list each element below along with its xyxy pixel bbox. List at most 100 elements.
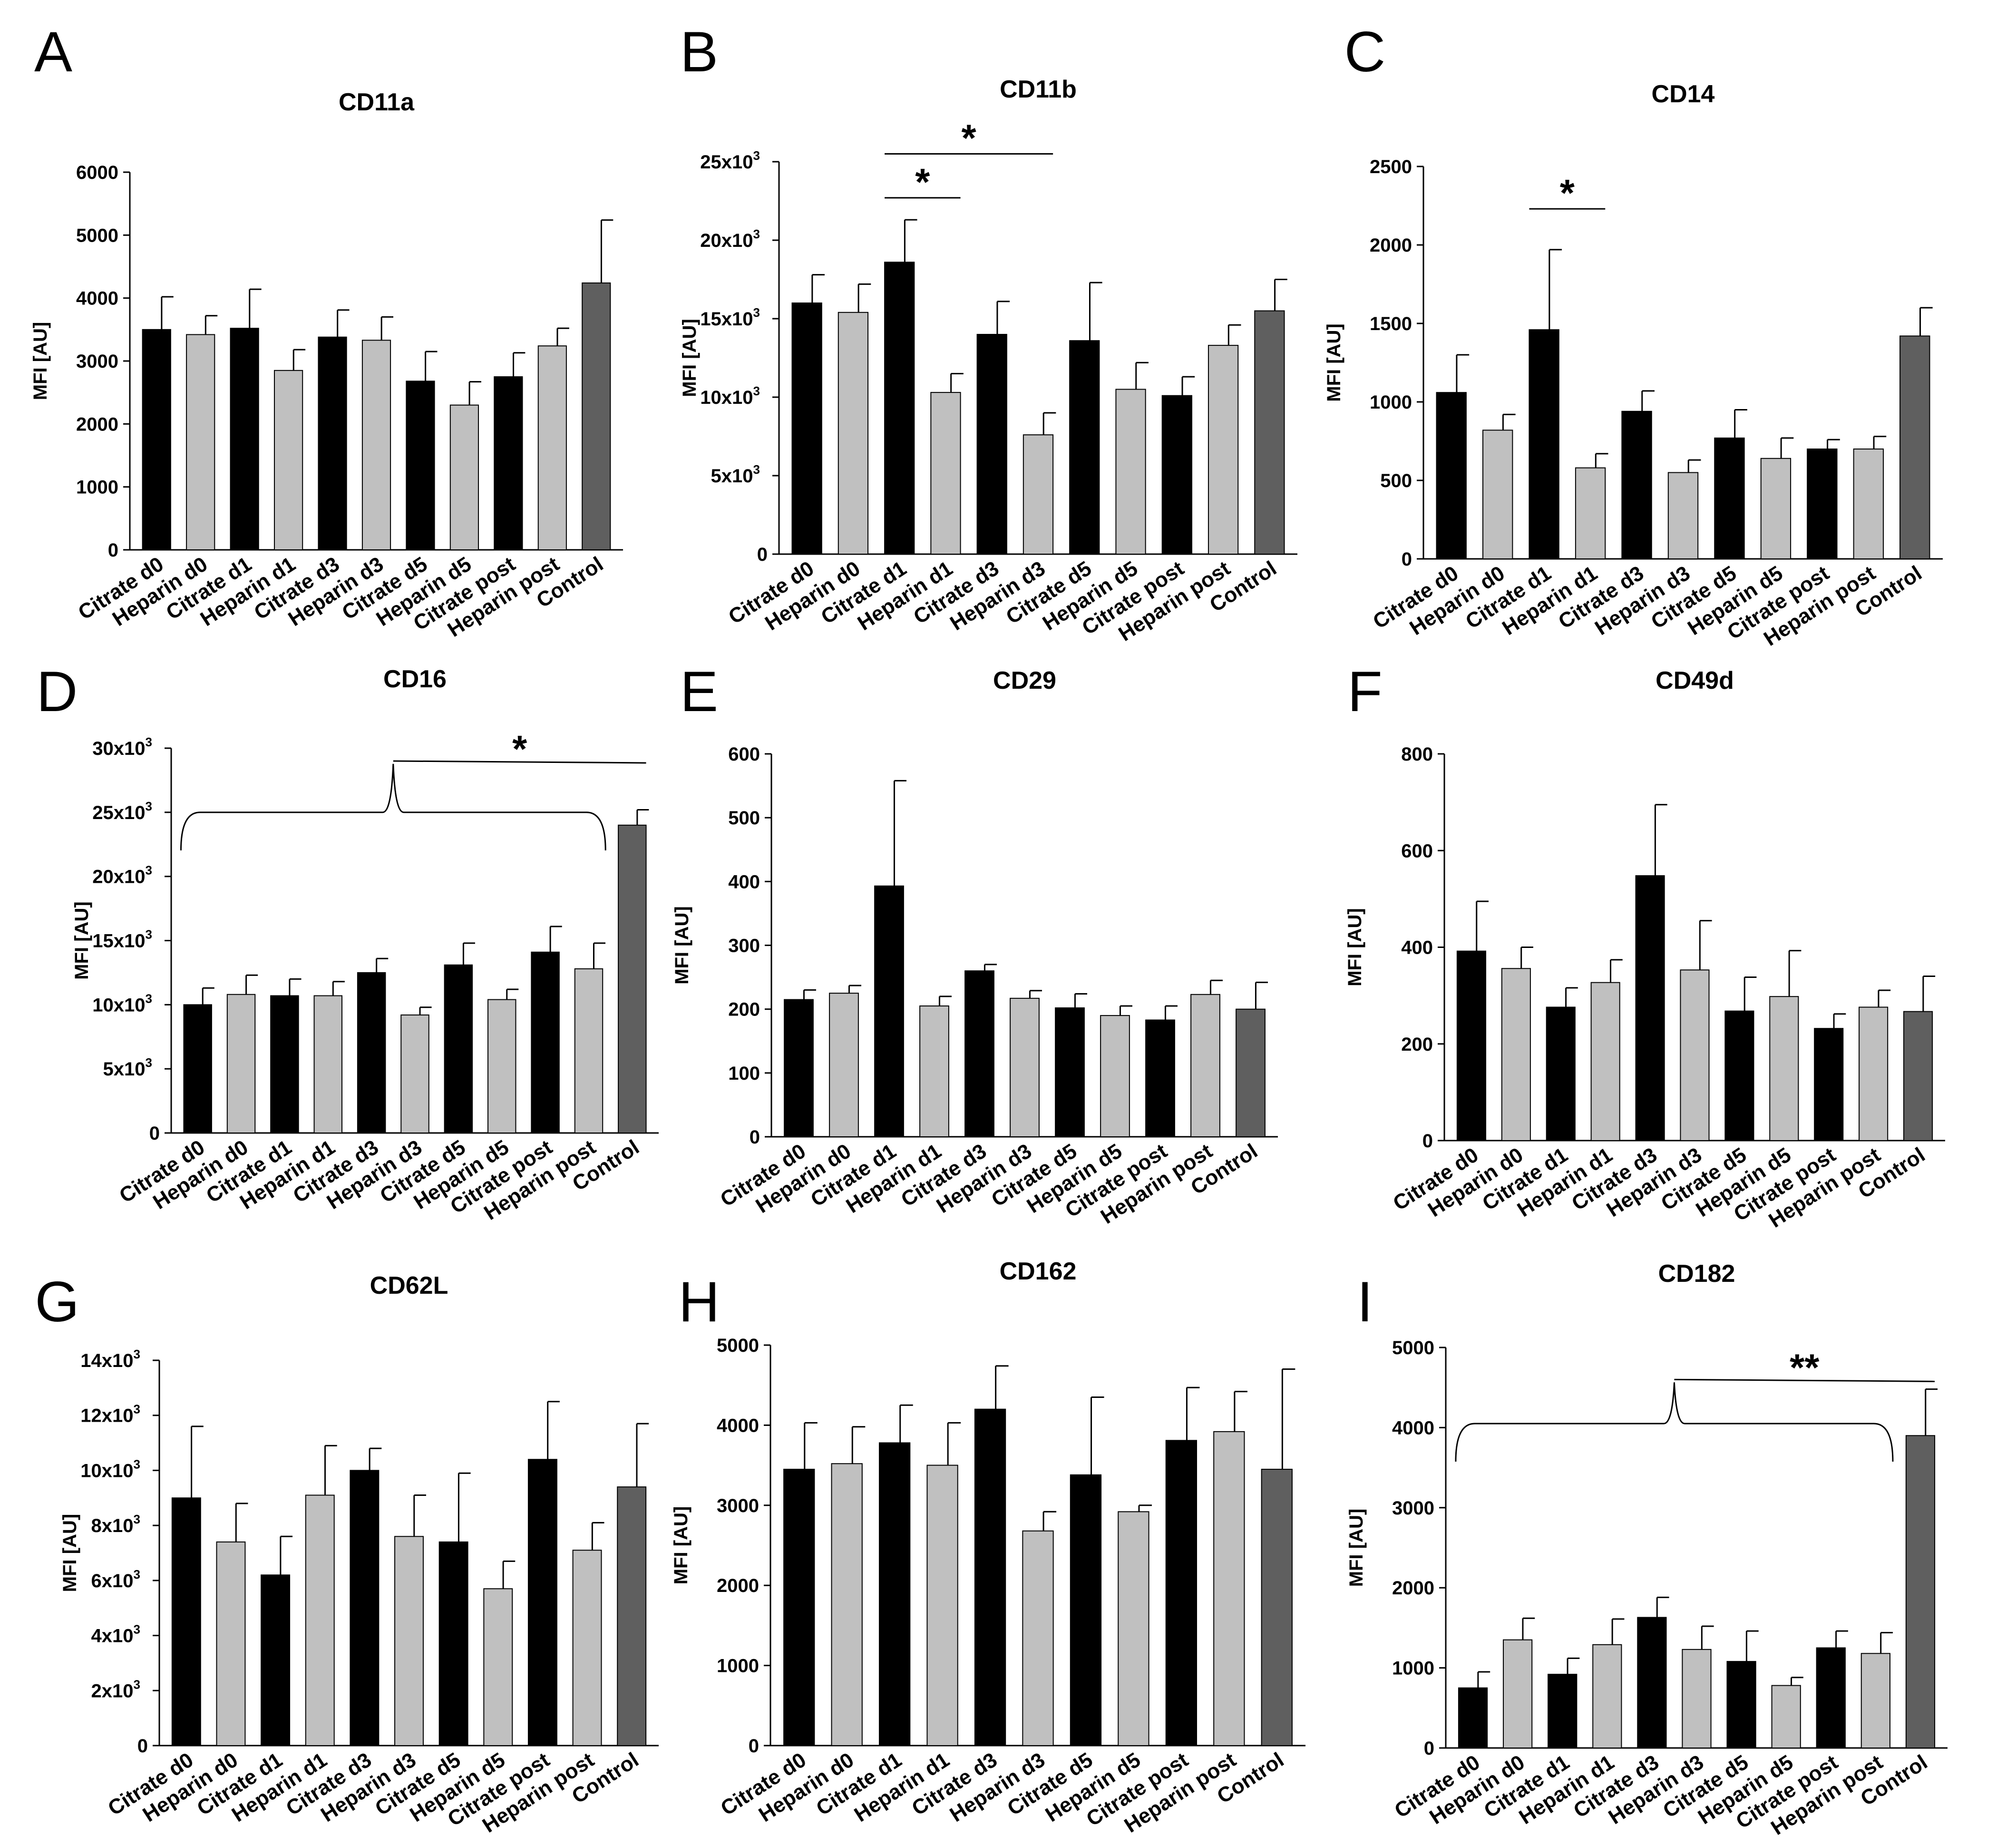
bar-heparin-d5 bbox=[483, 1588, 513, 1747]
bar-heparin-d5 bbox=[1118, 1511, 1149, 1746]
y-tick-label: 6x103 bbox=[91, 1567, 140, 1591]
y-tick-exponent: 3 bbox=[134, 1402, 140, 1416]
bar-citrate-d0 bbox=[183, 1004, 212, 1133]
bar-citrate-d3 bbox=[357, 972, 386, 1133]
bar-heparin-d0 bbox=[226, 994, 256, 1133]
y-axis-label: MFI [AU] bbox=[679, 319, 700, 397]
y-tick-label: 5000 bbox=[1392, 1337, 1434, 1358]
y-tick-label: 10x103 bbox=[80, 1457, 140, 1481]
bar-heparin-d3 bbox=[1023, 434, 1054, 555]
bar-citrate-d5 bbox=[444, 964, 473, 1134]
bar-control bbox=[1236, 1008, 1266, 1138]
chart-panel-b: B CD11b MFI [AU] 0 5x103 10x103 15x103 20x103 25… bbox=[679, 20, 1297, 646]
y-tick-label: 10x103 bbox=[92, 991, 152, 1015]
bar-citrate-d1 bbox=[1529, 329, 1559, 559]
bar-heparin-d3 bbox=[1680, 969, 1710, 1142]
bar-control bbox=[1903, 1011, 1933, 1141]
y-tick-label: 400 bbox=[728, 871, 760, 892]
bar-heparin-d3 bbox=[1667, 472, 1699, 559]
y-tick-label: 300 bbox=[728, 936, 760, 957]
y-tick-label: 200 bbox=[1401, 1034, 1433, 1055]
y-tick-label: 15x103 bbox=[92, 927, 152, 952]
y-tick-label: 5000 bbox=[717, 1335, 759, 1356]
bar-citrate-d1 bbox=[261, 1574, 291, 1746]
bar-citrate-d0 bbox=[791, 303, 822, 555]
bar-citrate-d3 bbox=[1637, 1617, 1667, 1749]
bar-heparin-post bbox=[1208, 345, 1239, 555]
bar-citrate-d3 bbox=[1635, 875, 1665, 1141]
bar-citrate-post bbox=[1816, 1647, 1846, 1748]
chart-title: CD182 bbox=[1658, 1260, 1735, 1288]
y-axis-label: MFI [AU] bbox=[1344, 908, 1365, 986]
y-tick-label: 1000 bbox=[1392, 1658, 1434, 1679]
y-tick-exponent: 3 bbox=[753, 305, 760, 320]
bar-heparin-d3 bbox=[361, 340, 391, 551]
bar-citrate-d0 bbox=[783, 1469, 815, 1746]
bar-citrate-d5 bbox=[1070, 1474, 1102, 1747]
chart-title: CD11a bbox=[339, 88, 415, 116]
y-tick-label: 100 bbox=[728, 1063, 760, 1084]
y-axis-label: MFI [AU] bbox=[30, 322, 51, 400]
y-tick-label: 2000 bbox=[1370, 235, 1412, 256]
y-tick-label: 25x103 bbox=[700, 148, 760, 173]
bar-heparin-d5 bbox=[1115, 389, 1146, 555]
significance-brace bbox=[1455, 1382, 1894, 1462]
bar-control bbox=[618, 824, 647, 1134]
y-tick-label: 4000 bbox=[76, 288, 118, 309]
chart-panel-d: D CD16 MFI [AU] 0 5x103 10x103 15x103 20x103 25x… bbox=[37, 660, 659, 1225]
bar-control bbox=[617, 1486, 647, 1746]
y-axis-label: MFI [AU] bbox=[1324, 323, 1344, 401]
bar-citrate-d0 bbox=[142, 329, 171, 550]
panel-letter: C bbox=[1344, 20, 1386, 84]
y-tick-label: 200 bbox=[728, 999, 760, 1020]
y-tick-label: 2000 bbox=[76, 414, 118, 435]
bar-citrate-d3 bbox=[976, 334, 1007, 555]
y-tick-label: 6000 bbox=[76, 162, 118, 183]
bar-heparin-d3 bbox=[400, 1014, 429, 1134]
y-axis-label: MFI [AU] bbox=[71, 901, 92, 979]
bar-citrate-post bbox=[1814, 1028, 1844, 1141]
bar-heparin-d5 bbox=[1771, 1685, 1801, 1748]
bar-citrate-d0 bbox=[1458, 1687, 1488, 1748]
y-tick-label: 4x103 bbox=[91, 1622, 140, 1647]
chart-title: CD49d bbox=[1656, 667, 1734, 694]
bar-heparin-d3 bbox=[1682, 1649, 1712, 1748]
y-tick-label: 3000 bbox=[76, 351, 118, 372]
bar-heparin-post bbox=[1213, 1431, 1245, 1747]
y-tick-exponent: 3 bbox=[146, 735, 152, 749]
y-tick-label: 25x103 bbox=[92, 799, 152, 823]
bar-citrate-d3 bbox=[1621, 410, 1652, 559]
y-tick-exponent: 3 bbox=[753, 148, 760, 163]
bar-citrate-post bbox=[527, 1459, 557, 1746]
bar-citrate-d1 bbox=[878, 1442, 911, 1746]
bar-heparin-d0 bbox=[1501, 968, 1531, 1141]
bar-heparin-d5 bbox=[1769, 996, 1799, 1141]
bar-heparin-d3 bbox=[394, 1536, 424, 1746]
chart-title: CD14 bbox=[1652, 80, 1715, 108]
y-axis-label: MFI [AU] bbox=[59, 1514, 80, 1592]
y-tick-label: 10x103 bbox=[700, 384, 760, 408]
bar-citrate-d1 bbox=[1546, 1006, 1576, 1141]
bar-heparin-d5 bbox=[1100, 1015, 1130, 1137]
significance-star: * bbox=[512, 728, 527, 770]
bar-heparin-d1 bbox=[1590, 982, 1620, 1142]
y-tick-exponent: 3 bbox=[134, 1347, 140, 1361]
y-tick-label: 12x103 bbox=[80, 1402, 140, 1426]
y-tick-exponent: 3 bbox=[146, 991, 152, 1005]
bar-heparin-d0 bbox=[829, 993, 859, 1137]
y-tick-label: 0 bbox=[108, 540, 118, 561]
y-tick-label: 4000 bbox=[717, 1415, 759, 1436]
bar-citrate-d1 bbox=[874, 885, 904, 1137]
significance-star: * bbox=[1560, 172, 1575, 214]
panel-letter: E bbox=[680, 660, 718, 723]
panel-letter: D bbox=[37, 660, 78, 723]
y-tick-label: 0 bbox=[757, 544, 768, 565]
y-tick-label: 500 bbox=[1380, 470, 1412, 491]
y-tick-label: 3000 bbox=[1392, 1498, 1434, 1519]
bar-citrate-d0 bbox=[784, 999, 814, 1138]
bar-heparin-d3 bbox=[1022, 1530, 1054, 1746]
y-tick-label: 5x103 bbox=[103, 1055, 152, 1080]
y-tick-label: 0 bbox=[149, 1123, 160, 1144]
y-tick-label: 0 bbox=[137, 1736, 148, 1757]
